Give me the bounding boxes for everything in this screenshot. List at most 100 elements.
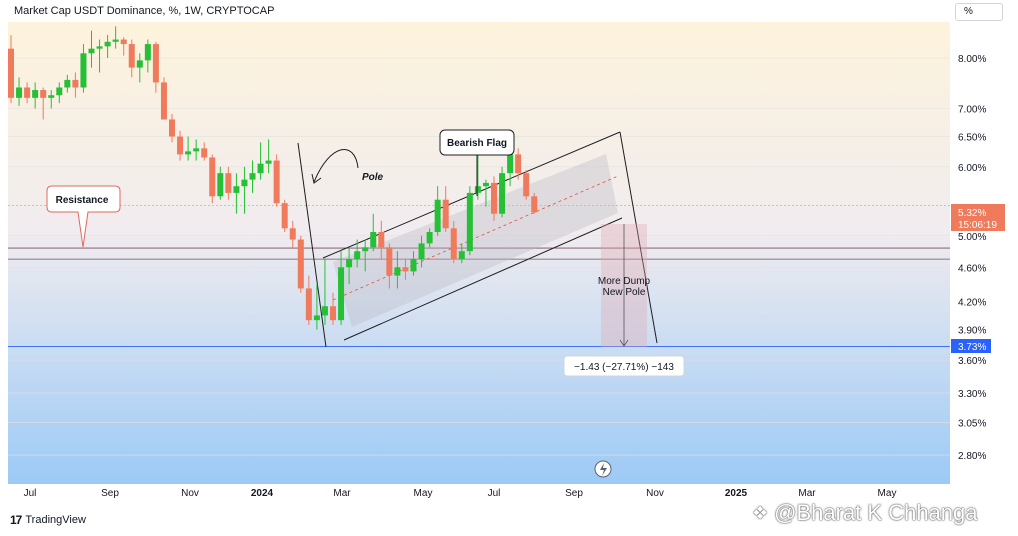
x-tick-label: Mar bbox=[333, 488, 351, 499]
pole-arrowhead bbox=[311, 173, 322, 184]
candle-body bbox=[313, 315, 320, 321]
candle-body bbox=[56, 87, 63, 96]
candle-body bbox=[410, 259, 417, 272]
price-axis-background bbox=[950, 22, 1018, 484]
candle-body bbox=[362, 247, 369, 252]
candle-body bbox=[273, 160, 280, 204]
candle-body bbox=[450, 228, 457, 260]
x-tick-label: Jul bbox=[24, 488, 37, 499]
candle-body bbox=[120, 39, 127, 45]
watermark-text: @Bharat K Chhanga bbox=[774, 500, 978, 525]
candle-body bbox=[394, 267, 401, 276]
flag-lower-line bbox=[343, 217, 623, 341]
candle-body bbox=[32, 90, 39, 98]
resistance-label: Resistance bbox=[56, 195, 109, 206]
candle-body bbox=[209, 157, 216, 197]
candle-body bbox=[346, 259, 353, 268]
scale-percent-button[interactable]: % bbox=[955, 3, 1003, 21]
y-tick-label: 3.90% bbox=[958, 326, 986, 337]
x-tick-label: Sep bbox=[101, 488, 119, 499]
candle-body bbox=[160, 82, 167, 120]
candle-body bbox=[474, 186, 481, 193]
candle-body bbox=[305, 288, 312, 321]
flag-midline bbox=[332, 175, 619, 301]
candle-body bbox=[507, 154, 514, 174]
candle-body bbox=[515, 154, 522, 174]
new-pole-label: New Pole bbox=[603, 287, 646, 298]
candle-body bbox=[8, 48, 14, 98]
target-price-label: 3.73% bbox=[958, 342, 986, 353]
candle-body bbox=[386, 247, 393, 276]
candle-body bbox=[177, 136, 184, 155]
diamond-logo-icon: ❖ bbox=[752, 502, 769, 523]
y-tick-label: 2.80% bbox=[958, 451, 986, 462]
candle-body bbox=[48, 95, 55, 98]
candle-body bbox=[136, 60, 143, 68]
candle-body bbox=[378, 231, 385, 248]
current-price-badge bbox=[951, 204, 1005, 231]
flag-channel-fill bbox=[333, 154, 618, 327]
candle-body bbox=[169, 119, 175, 137]
candle-body bbox=[128, 44, 135, 68]
y-tick-label: 3.05% bbox=[958, 419, 986, 430]
target-price-badge bbox=[951, 339, 991, 353]
candle-body bbox=[370, 231, 377, 248]
candle-body bbox=[257, 163, 264, 174]
candle-body bbox=[96, 46, 103, 49]
y-tick-label: 4.60% bbox=[958, 263, 986, 274]
candle-body bbox=[402, 267, 409, 272]
y-tick-label: 6.00% bbox=[958, 163, 986, 174]
candle-body bbox=[217, 173, 224, 197]
candle-body bbox=[144, 44, 151, 61]
candle-body bbox=[289, 228, 296, 240]
current-price-label: 5.32% bbox=[958, 208, 986, 219]
measure-result-label: −1.43 (−27.71%) −143 bbox=[574, 362, 674, 373]
candle-body bbox=[225, 173, 232, 193]
candle-body bbox=[297, 239, 304, 289]
flag-right-line bbox=[619, 131, 658, 344]
resistance-callout bbox=[46, 185, 121, 248]
pole-left-line bbox=[297, 142, 327, 348]
chart-title: Market Cap USDT Dominance, %, 1W, CRYPTO… bbox=[14, 5, 275, 17]
candle-body bbox=[265, 160, 272, 164]
candle-body bbox=[185, 151, 192, 155]
y-tick-label: 3.60% bbox=[958, 356, 986, 367]
candle-body bbox=[233, 186, 240, 193]
x-tick-label: Sep bbox=[565, 488, 583, 499]
tradingview-logo[interactable]: 17 TradingView bbox=[10, 513, 86, 527]
candle-body bbox=[80, 53, 87, 88]
candle-body bbox=[458, 251, 465, 260]
measure-result-box bbox=[563, 355, 685, 377]
candle-body bbox=[338, 267, 345, 321]
bearish-flag-label: Bearish Flag bbox=[447, 138, 507, 149]
candle-body bbox=[64, 79, 71, 88]
pole-label: Pole bbox=[362, 172, 384, 183]
candle-body bbox=[241, 179, 248, 187]
pole-arrow bbox=[313, 149, 359, 183]
candle-body bbox=[112, 39, 119, 42]
time-axis-background bbox=[0, 484, 1018, 506]
x-tick-label: Jul bbox=[488, 488, 501, 499]
y-tick-label: 5.00% bbox=[958, 232, 986, 243]
candle-body bbox=[330, 306, 336, 321]
measure-arrowhead bbox=[619, 339, 629, 347]
candle-body bbox=[40, 90, 47, 98]
candle-body bbox=[499, 173, 506, 214]
x-tick-label: May bbox=[878, 488, 897, 499]
x-tick-label: Nov bbox=[646, 488, 664, 499]
candle-body bbox=[201, 148, 208, 158]
x-tick-label: Mar bbox=[798, 488, 816, 499]
x-tick-label: Nov bbox=[181, 488, 199, 499]
y-tick-label: 8.00% bbox=[958, 54, 986, 65]
candle-body bbox=[434, 199, 441, 232]
candle-body bbox=[482, 182, 489, 187]
candle-body bbox=[442, 199, 449, 229]
y-tick-label: 4.20% bbox=[958, 298, 986, 309]
x-tick-label: 2025 bbox=[725, 488, 748, 499]
candle-body bbox=[418, 243, 425, 260]
x-tick-label: May bbox=[414, 488, 433, 499]
candle-body bbox=[249, 173, 256, 180]
tradingview-label: TradingView bbox=[25, 514, 86, 526]
candle-body bbox=[152, 44, 159, 83]
